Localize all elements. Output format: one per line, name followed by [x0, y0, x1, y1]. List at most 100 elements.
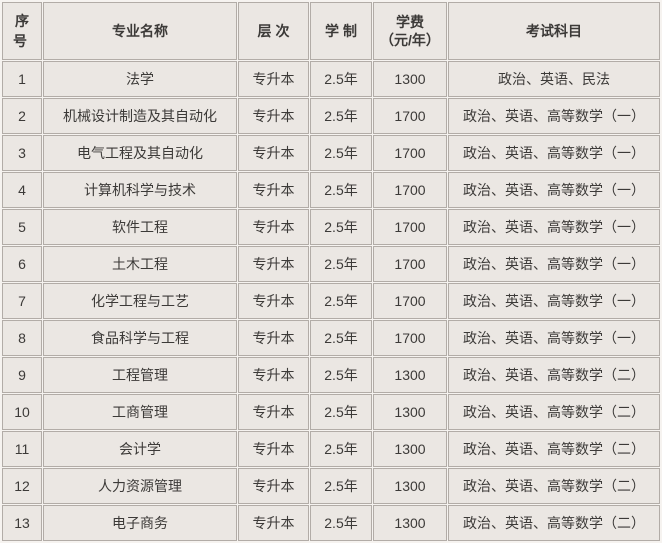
cell-level: 专升本	[238, 283, 309, 319]
cell-duration: 2.5年	[310, 209, 372, 245]
cell-major: 电子商务	[43, 505, 237, 541]
cell-tuition: 1700	[373, 246, 447, 282]
cell-subjects: 政治、英语、高等数学（二）	[448, 431, 660, 467]
cell-major: 化学工程与工艺	[43, 283, 237, 319]
cell-duration: 2.5年	[310, 61, 372, 97]
cell-major: 工程管理	[43, 357, 237, 393]
cell-subjects: 政治、英语、高等数学（一）	[448, 246, 660, 282]
cell-tuition: 1700	[373, 320, 447, 356]
cell-tuition: 1300	[373, 431, 447, 467]
cell-tuition: 1300	[373, 505, 447, 541]
table-row: 2 机械设计制造及其自动化 专升本 2.5年 1700 政治、英语、高等数学（一）	[2, 98, 660, 134]
cell-tuition: 1300	[373, 357, 447, 393]
cell-duration: 2.5年	[310, 98, 372, 134]
cell-index: 9	[2, 357, 42, 393]
cell-level: 专升本	[238, 135, 309, 171]
col-header-subjects: 考试科目	[448, 2, 660, 60]
cell-duration: 2.5年	[310, 431, 372, 467]
cell-index: 10	[2, 394, 42, 430]
cell-level: 专升本	[238, 209, 309, 245]
cell-index: 13	[2, 505, 42, 541]
col-header-tuition: 学费 （元/年）	[373, 2, 447, 60]
cell-index: 12	[2, 468, 42, 504]
cell-level: 专升本	[238, 172, 309, 208]
table-row: 8 食品科学与工程 专升本 2.5年 1700 政治、英语、高等数学（一）	[2, 320, 660, 356]
cell-major: 土木工程	[43, 246, 237, 282]
cell-tuition: 1700	[373, 283, 447, 319]
cell-duration: 2.5年	[310, 283, 372, 319]
cell-major: 电气工程及其自动化	[43, 135, 237, 171]
cell-major: 法学	[43, 61, 237, 97]
cell-duration: 2.5年	[310, 135, 372, 171]
cell-major: 机械设计制造及其自动化	[43, 98, 237, 134]
header-row: 序号 专业名称 层次 学制 学费 （元/年） 考试科目	[2, 2, 660, 60]
cell-index: 2	[2, 98, 42, 134]
cell-index: 6	[2, 246, 42, 282]
cell-duration: 2.5年	[310, 468, 372, 504]
table-row: 12 人力资源管理 专升本 2.5年 1300 政治、英语、高等数学（二）	[2, 468, 660, 504]
cell-subjects: 政治、英语、高等数学（二）	[448, 468, 660, 504]
cell-level: 专升本	[238, 468, 309, 504]
col-header-level: 层次	[238, 2, 309, 60]
cell-index: 3	[2, 135, 42, 171]
cell-tuition: 1700	[373, 209, 447, 245]
cell-index: 1	[2, 61, 42, 97]
cell-index: 7	[2, 283, 42, 319]
col-header-major: 专业名称	[43, 2, 237, 60]
cell-tuition: 1700	[373, 135, 447, 171]
table-row: 6 土木工程 专升本 2.5年 1700 政治、英语、高等数学（一）	[2, 246, 660, 282]
cell-subjects: 政治、英语、高等数学（二）	[448, 394, 660, 430]
cell-duration: 2.5年	[310, 357, 372, 393]
cell-duration: 2.5年	[310, 246, 372, 282]
cell-subjects: 政治、英语、高等数学（二）	[448, 505, 660, 541]
cell-duration: 2.5年	[310, 394, 372, 430]
cell-level: 专升本	[238, 98, 309, 134]
cell-major: 食品科学与工程	[43, 320, 237, 356]
cell-major: 人力资源管理	[43, 468, 237, 504]
table-body: 1 法学 专升本 2.5年 1300 政治、英语、民法 2 机械设计制造及其自动化 专升本 2.5…	[2, 61, 660, 541]
cell-tuition: 1300	[373, 61, 447, 97]
table-row: 5 软件工程 专升本 2.5年 1700 政治、英语、高等数学（一）	[2, 209, 660, 245]
table-row: 3 电气工程及其自动化 专升本 2.5年 1700 政治、英语、高等数学（一）	[2, 135, 660, 171]
cell-subjects: 政治、英语、高等数学（一）	[448, 320, 660, 356]
cell-level: 专升本	[238, 505, 309, 541]
cell-index: 11	[2, 431, 42, 467]
col-header-duration: 学制	[310, 2, 372, 60]
cell-level: 专升本	[238, 246, 309, 282]
cell-subjects: 政治、英语、高等数学（一）	[448, 209, 660, 245]
cell-tuition: 1700	[373, 98, 447, 134]
cell-level: 专升本	[238, 357, 309, 393]
cell-major: 计算机科学与技术	[43, 172, 237, 208]
cell-major: 软件工程	[43, 209, 237, 245]
cell-level: 专升本	[238, 394, 309, 430]
cell-tuition: 1300	[373, 394, 447, 430]
cell-major: 工商管理	[43, 394, 237, 430]
cell-subjects: 政治、英语、高等数学（二）	[448, 357, 660, 393]
cell-index: 5	[2, 209, 42, 245]
cell-duration: 2.5年	[310, 505, 372, 541]
cell-level: 专升本	[238, 431, 309, 467]
table-row: 11 会计学 专升本 2.5年 1300 政治、英语、高等数学（二）	[2, 431, 660, 467]
table-row: 7 化学工程与工艺 专升本 2.5年 1700 政治、英语、高等数学（一）	[2, 283, 660, 319]
cell-index: 8	[2, 320, 42, 356]
table-row: 10 工商管理 专升本 2.5年 1300 政治、英语、高等数学（二）	[2, 394, 660, 430]
table-row: 9 工程管理 专升本 2.5年 1300 政治、英语、高等数学（二）	[2, 357, 660, 393]
table-row: 1 法学 专升本 2.5年 1300 政治、英语、民法	[2, 61, 660, 97]
cell-subjects: 政治、英语、高等数学（一）	[448, 135, 660, 171]
cell-duration: 2.5年	[310, 172, 372, 208]
table-row: 4 计算机科学与技术 专升本 2.5年 1700 政治、英语、高等数学（一）	[2, 172, 660, 208]
cell-tuition: 1700	[373, 172, 447, 208]
cell-duration: 2.5年	[310, 320, 372, 356]
col-header-index: 序号	[2, 2, 42, 60]
cell-subjects: 政治、英语、高等数学（一）	[448, 172, 660, 208]
cell-level: 专升本	[238, 61, 309, 97]
cell-subjects: 政治、英语、高等数学（一）	[448, 283, 660, 319]
table-row: 13 电子商务 专升本 2.5年 1300 政治、英语、高等数学（二）	[2, 505, 660, 541]
cell-index: 4	[2, 172, 42, 208]
cell-major: 会计学	[43, 431, 237, 467]
cell-level: 专升本	[238, 320, 309, 356]
cell-subjects: 政治、英语、高等数学（一）	[448, 98, 660, 134]
cell-tuition: 1300	[373, 468, 447, 504]
cell-subjects: 政治、英语、民法	[448, 61, 660, 97]
